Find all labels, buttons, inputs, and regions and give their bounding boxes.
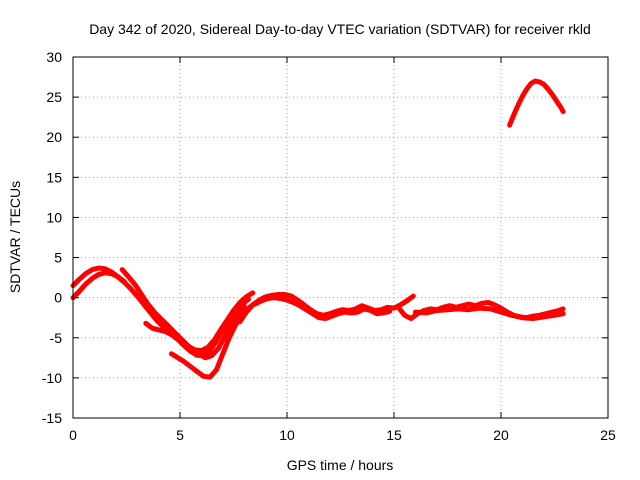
- y-tick-label: 20: [46, 129, 62, 145]
- plot-series: [70, 78, 566, 380]
- series-line-track-10: [507, 78, 566, 128]
- axis-ticks: 0 5 10 15 20 25 -15 -10 -5 0 5 10 15 20 25 30: [42, 49, 616, 443]
- y-tick-label: 5: [54, 250, 62, 266]
- y-tick-label: 10: [46, 209, 62, 225]
- y-tick-label: -10: [42, 370, 62, 386]
- y-tick-label: 0: [54, 290, 62, 306]
- y-tick-label: -15: [42, 410, 62, 426]
- series-line-track-2: [70, 270, 127, 301]
- series-line-track-9: [412, 305, 566, 321]
- x-tick-label: 25: [600, 427, 616, 443]
- plot-frame: [72, 56, 609, 419]
- x-tick-label: 20: [493, 427, 509, 443]
- y-tick-label: 15: [46, 169, 62, 185]
- y-tick-label: 25: [46, 89, 62, 105]
- series-line-track-4: [143, 296, 251, 358]
- series-line-track-3: [119, 267, 247, 361]
- y-axis-label: SDTVAR / TECUs: [7, 181, 23, 293]
- y-tick-label: -5: [50, 330, 63, 346]
- x-tick-label: 15: [386, 427, 402, 443]
- x-axis-label: GPS time / hours: [287, 457, 394, 473]
- chart-title: Day 342 of 2020, Sidereal Day-to-day VTE…: [89, 21, 591, 37]
- x-tick-label: 10: [279, 427, 295, 443]
- grid: [73, 57, 608, 418]
- y-tick-label: 30: [46, 49, 62, 65]
- series-line-track-7: [252, 295, 393, 321]
- x-tick-label: 0: [69, 427, 77, 443]
- x-tick-label: 5: [176, 427, 184, 443]
